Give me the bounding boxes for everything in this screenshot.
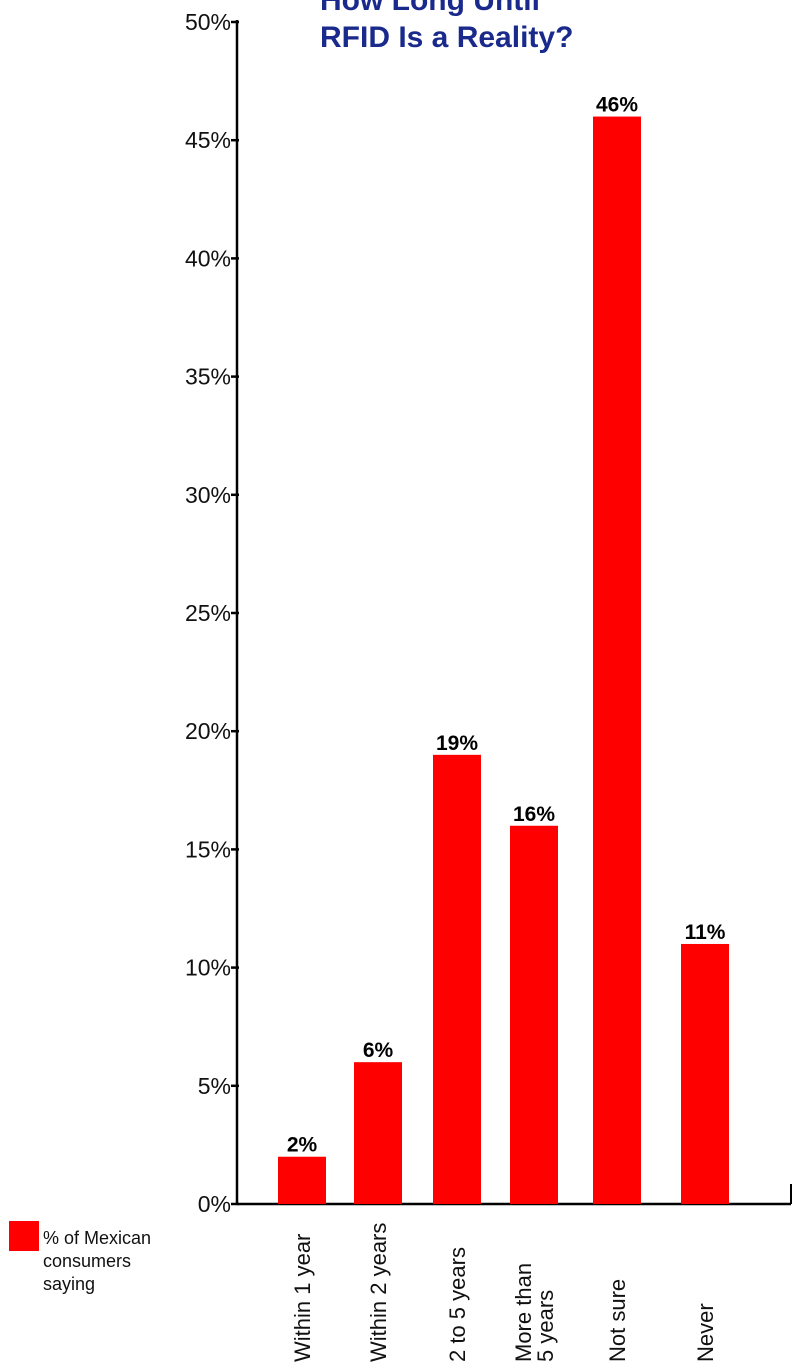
legend-label-line: % of Mexican <box>43 1228 151 1248</box>
y-tick-label: 30% <box>185 482 231 508</box>
chart-title: How Long Until RFID Is a Reality? <box>320 0 573 54</box>
chart-title-line-1: How Long Until <box>320 0 540 17</box>
y-tick-label: 20% <box>185 718 231 744</box>
legend-label-line: saying <box>43 1274 95 1294</box>
data-label: 16% <box>513 803 555 826</box>
legend: % of Mexican consumers saying <box>9 1221 151 1294</box>
data-labels: 2% 6% 19% 16% 46% 11% <box>287 94 726 1157</box>
y-tick-label: 50% <box>185 9 231 35</box>
bar <box>681 943 729 1204</box>
y-tick-label: 15% <box>185 836 231 862</box>
data-label: 11% <box>685 921 726 944</box>
category-labels: Within 1 year Within 2 years 2 to 5 years M… <box>290 1223 718 1362</box>
data-label: 19% <box>436 732 478 755</box>
y-tick-label: 0% <box>198 1191 231 1217</box>
bar <box>510 825 558 1204</box>
chart-title-line-2: RFID Is a Reality? <box>320 21 573 54</box>
data-label: 46% <box>596 94 638 117</box>
category-label: Within 1 year <box>290 1234 315 1362</box>
bar <box>433 754 481 1204</box>
category-label: Never <box>693 1303 718 1362</box>
y-tick-label: 5% <box>198 1073 231 1099</box>
legend-label-line: consumers <box>43 1251 131 1271</box>
category-label: 5 years <box>533 1290 558 1362</box>
y-axis-ticks: 0% 5% 10% 15% 20% 25% 30% 35% 40% 45% 50% <box>185 9 239 1217</box>
y-tick-label: 45% <box>185 127 231 153</box>
category-label: Within 2 years <box>366 1223 391 1362</box>
bars <box>278 116 729 1204</box>
y-tick-label: 40% <box>185 245 231 271</box>
category-label: Not sure <box>605 1279 630 1362</box>
data-label: 6% <box>363 1039 394 1062</box>
y-tick-label: 25% <box>185 600 231 626</box>
data-label: 2% <box>287 1134 318 1157</box>
y-tick-label: 10% <box>185 955 231 981</box>
category-label: More than <box>511 1263 536 1362</box>
category-label: 2 to 5 years <box>445 1247 470 1362</box>
y-tick-label: 35% <box>185 364 231 390</box>
bar <box>593 116 641 1204</box>
bar <box>278 1156 326 1204</box>
bar <box>354 1062 402 1204</box>
legend-swatch <box>9 1221 39 1251</box>
